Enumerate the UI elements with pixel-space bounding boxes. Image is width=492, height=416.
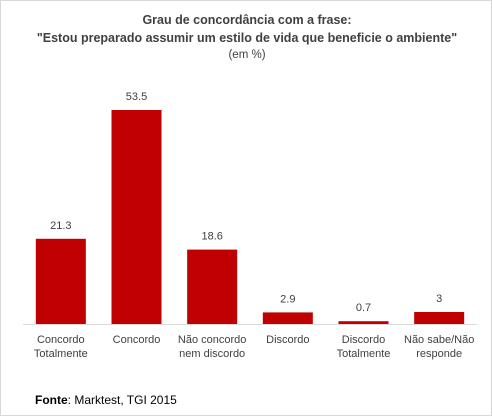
data-label-5: 0.7 [356,302,371,314]
bar-5 [338,321,389,324]
bar-1 [35,238,86,324]
category-label-6-line-2: responde [416,348,462,360]
bar-2 [111,110,162,324]
category-label-5-line-1: Discordo [342,334,385,346]
chart-title-line-2: "Estou preparado assumir um estilo de vi… [36,31,458,45]
category-label-3-line-1: Não concordo [178,334,247,346]
bar-6 [414,312,465,324]
source-note: Fonte: Marktest, TGI 2015 [35,393,177,407]
bar-4 [262,312,313,324]
category-label-2-line-1: Concordo [113,334,161,346]
bars-group [35,110,465,324]
data-label-6: 3 [436,293,442,305]
source-text: : Marktest, TGI 2015 [67,393,177,407]
category-label-1-line-2: Totalmente [34,348,88,360]
chart-title-line-1: Grau de concordância com a frase: [142,13,352,27]
data-labels-group: 21.3 53.5 18.6 2.9 0.7 3 [50,91,442,314]
category-label-6-line-1: Não sabe/Não [404,334,474,346]
chart-title-block: Grau de concordância com a frase: "Estou… [1,11,492,63]
category-label-5-line-2: Totalmente [337,348,391,360]
chart-subtitle: (em %) [228,49,266,61]
category-label-3-line-2: nem discordo [179,348,245,360]
data-label-2: 53.5 [126,91,147,103]
category-labels-group: Concordo Totalmente Concordo Não concordo ne… [34,334,474,360]
data-label-1: 21.3 [50,220,71,232]
source-label: Fonte [35,393,68,407]
category-label-1-line-1: Concordo [37,334,85,346]
category-label-4-line-1: Discordo [266,334,309,346]
bar-3 [187,249,238,324]
bar-chart-plot: 21.353.518.62.90.73 ConcordoTotalmenteCo… [23,91,477,360]
data-label-3: 18.6 [201,231,222,243]
data-label-4: 2.9 [280,293,295,305]
